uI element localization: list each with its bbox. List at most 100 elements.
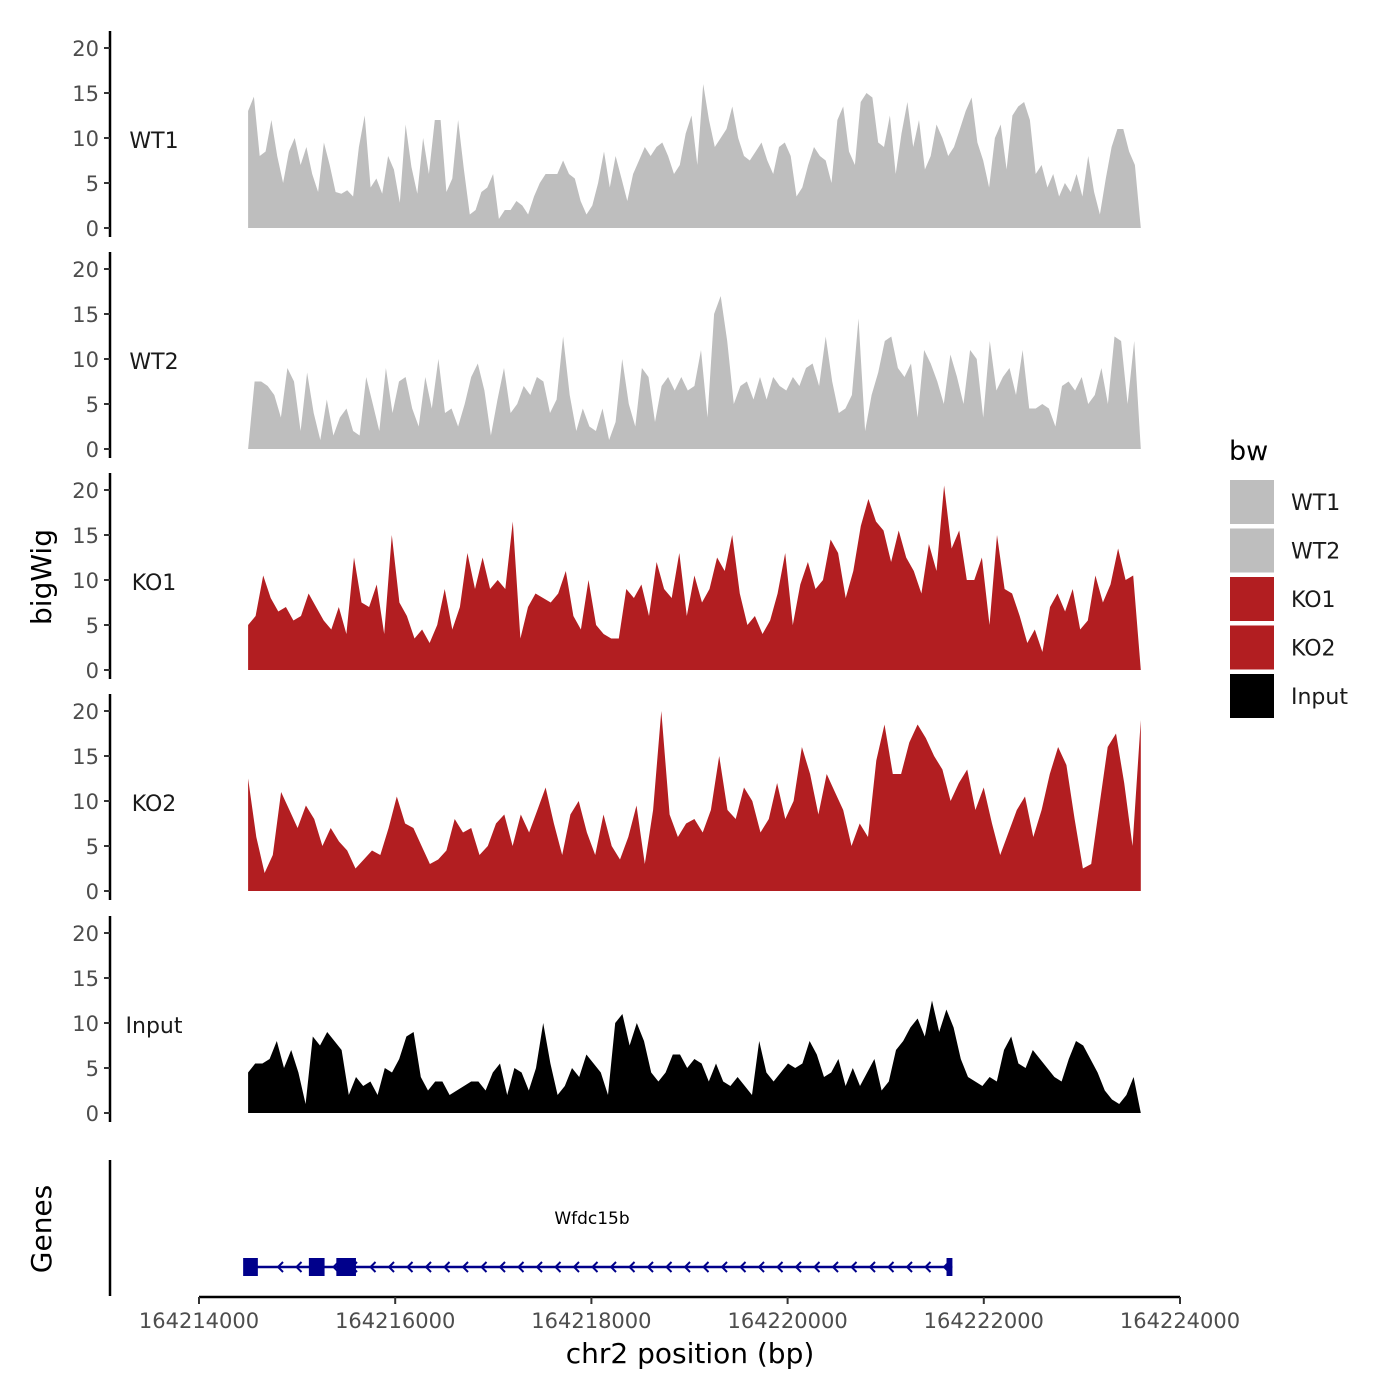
y-tick-label: 10 — [72, 790, 99, 814]
track-label-input: Input — [126, 1014, 183, 1039]
y-tick-label: 5 — [86, 393, 99, 417]
y-tick-label: 10 — [72, 1012, 99, 1036]
track-label-wt1: WT1 — [129, 129, 178, 154]
strand-arrow — [406, 1261, 414, 1273]
legend-label-ko2: KO2 — [1291, 637, 1336, 662]
y-tick-label: 10 — [72, 569, 99, 593]
strand-arrow — [739, 1261, 747, 1273]
y-tick-label: 15 — [72, 967, 99, 991]
legend-label-ko1: KO1 — [1291, 588, 1336, 613]
y-tick-label: 20 — [72, 258, 99, 282]
strand-arrow — [387, 1261, 395, 1273]
x-tick-label: 164222000 — [924, 1309, 1044, 1333]
x-tick-label: 164220000 — [727, 1309, 847, 1333]
x-axis: 164214000 164216000 164218000 164220000 1642… — [139, 1295, 1240, 1333]
strand-arrow — [813, 1261, 821, 1273]
gene-exon — [336, 1258, 356, 1276]
strand-arrow — [794, 1261, 802, 1273]
gene-label: Wfdc15b — [554, 1209, 629, 1229]
coverage-area-wt1 — [248, 84, 1141, 228]
legend-key-wt1 — [1230, 480, 1274, 524]
strand-arrow — [535, 1261, 543, 1273]
track-label-ko1: KO1 — [132, 571, 177, 596]
legend-label-wt1: WT1 — [1291, 491, 1340, 516]
track-input: 0 5 10 15 20 Input — [72, 916, 1141, 1126]
legend-key-wt2 — [1230, 528, 1274, 573]
strand-arrow — [295, 1261, 303, 1273]
genes-axis-title: Genes — [25, 1185, 58, 1273]
strand-arrow — [517, 1261, 525, 1273]
strand-arrow — [665, 1261, 673, 1273]
legend-key-ko1 — [1230, 577, 1274, 621]
strand-arrow — [369, 1261, 377, 1273]
y-tick-label: 20 — [72, 700, 99, 724]
y-tick-label: 10 — [72, 348, 99, 372]
strand-arrow — [628, 1261, 636, 1273]
x-tick-label: 164216000 — [335, 1309, 455, 1333]
y-tick-label: 0 — [86, 1102, 99, 1126]
y-tick-label: 15 — [72, 303, 99, 327]
strand-arrow — [757, 1261, 765, 1273]
legend-label-input: Input — [1291, 685, 1348, 710]
x-axis-title: chr2 position (bp) — [566, 1337, 815, 1370]
y-tick-label: 20 — [72, 479, 99, 503]
strand-arrow — [850, 1261, 858, 1273]
legend-label-wt2: WT2 — [1291, 540, 1340, 565]
track-label-ko2: KO2 — [132, 792, 177, 817]
y-tick-label: 5 — [86, 1057, 99, 1081]
strand-arrow — [683, 1261, 691, 1273]
strand-arrow — [924, 1261, 932, 1273]
y-tick-label: 0 — [86, 217, 99, 241]
coverage-area-wt2 — [248, 296, 1141, 449]
y-tick-label: 5 — [86, 835, 99, 859]
strand-arrow — [424, 1261, 432, 1273]
bigwig-tracks: 0 5 10 15 20 WT1 0 5 10 15 20 WT2 0 5 10 15 20 KO1 0 5 10 15 2… — [72, 31, 1141, 1126]
x-tick-label: 164214000 — [139, 1309, 259, 1333]
y-axis-title: bigWig — [25, 529, 58, 625]
y-tick-label: 5 — [86, 614, 99, 638]
track-ko1: 0 5 10 15 20 KO1 — [72, 473, 1141, 683]
strand-arrow — [461, 1261, 469, 1273]
strand-arrow — [591, 1261, 599, 1273]
gene-exon — [243, 1258, 258, 1276]
strand-arrow — [702, 1261, 710, 1273]
legend-title: bw — [1229, 436, 1268, 467]
coverage-area-input — [248, 1000, 1141, 1113]
y-tick-label: 20 — [72, 922, 99, 946]
track-wt2: 0 5 10 15 20 WT2 — [72, 252, 1141, 462]
strand-arrow — [276, 1261, 284, 1273]
track-label-wt2: WT2 — [129, 350, 178, 375]
track-wt1: 0 5 10 15 20 WT1 — [72, 31, 1141, 241]
coverage-area-ko1 — [248, 485, 1141, 670]
gene-exon — [946, 1258, 953, 1276]
strand-arrow — [646, 1261, 654, 1273]
strand-arrow — [480, 1261, 488, 1273]
strand-arrow — [776, 1261, 784, 1273]
x-tick-label: 164218000 — [531, 1309, 651, 1333]
strand-arrow — [868, 1261, 876, 1273]
strand-arrow — [572, 1261, 580, 1273]
y-tick-label: 15 — [72, 745, 99, 769]
y-tick-label: 0 — [86, 438, 99, 462]
strand-arrow — [498, 1261, 506, 1273]
strand-arrow — [720, 1261, 728, 1273]
track-ko2: 0 5 10 15 20 KO2 — [72, 694, 1141, 904]
gene-exon — [308, 1258, 325, 1276]
y-tick-label: 10 — [72, 127, 99, 151]
strand-arrow — [609, 1261, 617, 1273]
y-tick-label: 0 — [86, 659, 99, 683]
strand-arrow — [887, 1261, 895, 1273]
legend-key-input — [1230, 674, 1274, 718]
y-tick-label: 5 — [86, 172, 99, 196]
y-tick-label: 15 — [72, 82, 99, 106]
genes-track: Wfdc15b — [108, 1160, 953, 1296]
strand-arrow — [554, 1261, 562, 1273]
y-tick-label: 15 — [72, 524, 99, 548]
legend: bw WT1 WT2 KO1 KO2 Input — [1229, 436, 1348, 718]
strand-arrow — [831, 1261, 839, 1273]
x-tick-label: 164224000 — [1120, 1309, 1240, 1333]
legend-key-ko2 — [1230, 625, 1274, 670]
strand-arrow — [905, 1261, 913, 1273]
y-tick-label: 0 — [86, 880, 99, 904]
